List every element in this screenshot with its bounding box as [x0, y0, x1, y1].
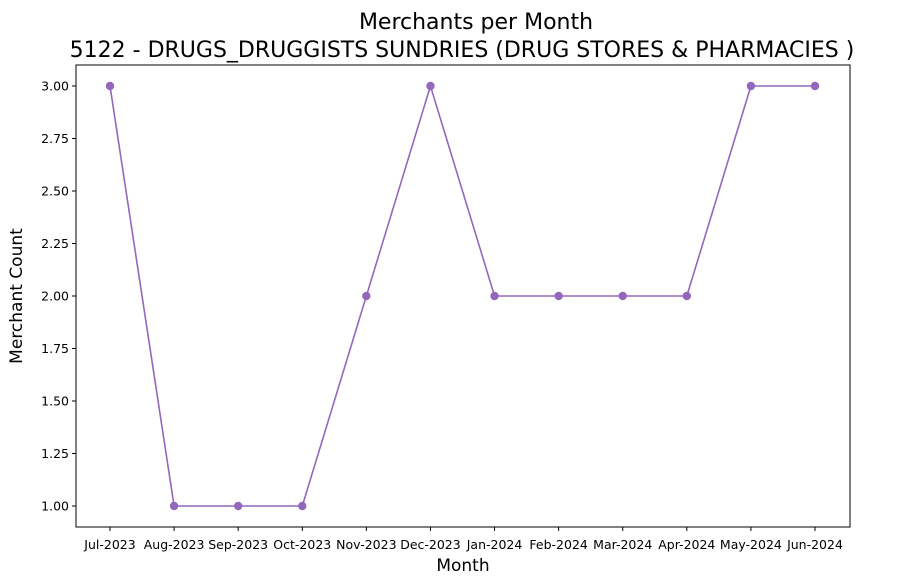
data-point	[554, 291, 563, 301]
plot-frame	[75, 64, 851, 528]
x-tick-label: Dec-2023	[400, 537, 461, 552]
data-point	[233, 501, 243, 511]
y-tick-label: 2.00	[41, 289, 69, 304]
y-tick-label: 3.00	[41, 79, 69, 94]
chart-title: Merchants per Month	[359, 10, 593, 35]
x-tick-label: Sep-2023	[208, 537, 268, 552]
x-tick-label: May-2024	[720, 537, 782, 552]
x-tick-label: Nov-2023	[336, 537, 396, 552]
y-tick-label: 1.75	[41, 341, 69, 356]
y-tick-label: 2.75	[41, 131, 69, 146]
data-point	[362, 291, 371, 301]
x-tick-label: Jun-2024	[786, 537, 843, 552]
x-tick-label: Jul-2023	[83, 537, 135, 552]
data-point	[490, 291, 499, 301]
y-axis-ticks: 1.00 1.25 1.50 1.75 2.00 2.25 2.50 2.75 3.00	[41, 79, 76, 514]
x-axis-ticks: Jul-2023 Aug-2023 Sep-2023 Oct-2023 Nov-2023…	[83, 527, 843, 552]
x-tick-label: Jan-2024	[466, 537, 523, 552]
y-tick-label: 1.00	[41, 499, 69, 514]
data-point	[169, 501, 179, 511]
series-layer	[105, 81, 820, 511]
y-tick-label: 2.50	[41, 184, 69, 199]
data-point	[746, 81, 756, 91]
x-tick-label: Aug-2023	[144, 537, 205, 552]
data-point	[298, 501, 307, 511]
x-tick-label: Oct-2023	[273, 537, 331, 552]
chart-subtitle: 5122 - DRUGS_DRUGGISTS SUNDRIES (DRUG ST…	[70, 38, 855, 63]
y-tick-label: 1.25	[41, 446, 69, 461]
x-tick-label: Feb-2024	[529, 537, 588, 552]
data-point	[682, 291, 692, 301]
y-axis-label: Merchant Count	[7, 228, 27, 364]
x-tick-label: Mar-2024	[593, 537, 652, 552]
series-line	[109, 85, 815, 507]
y-tick-label: 1.50	[41, 394, 69, 409]
y-tick-label: 2.25	[41, 236, 69, 251]
x-axis-label: Month	[436, 556, 489, 576]
data-point	[810, 81, 820, 91]
data-point	[426, 81, 435, 91]
data-point	[618, 291, 627, 301]
x-tick-label: Apr-2024	[658, 537, 715, 552]
data-point	[105, 81, 115, 91]
